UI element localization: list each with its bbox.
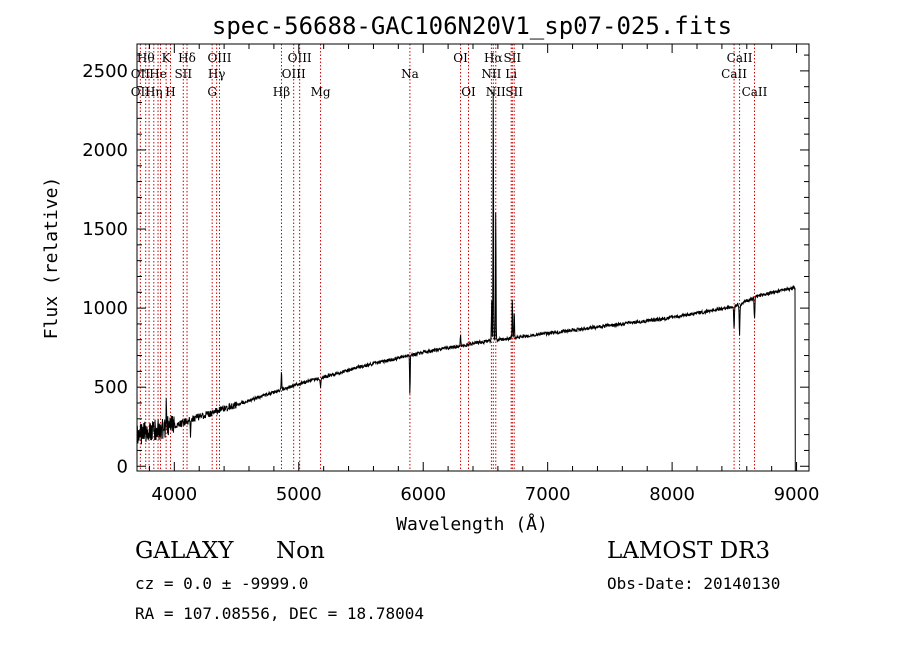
chart-title: spec-56688-GAC106N20V1_sp07-025.fits bbox=[212, 12, 732, 40]
line-marker-label: G bbox=[207, 85, 217, 99]
y-tick-label: 1000 bbox=[82, 298, 128, 319]
line-marker-label: Hα bbox=[484, 51, 503, 65]
line-marker-label: Hη bbox=[145, 85, 163, 99]
line-marker-label: OI bbox=[453, 51, 468, 65]
line-marker-label: OIII bbox=[282, 67, 306, 81]
x-tick-label: 5000 bbox=[276, 484, 322, 505]
line-marker-label: NII bbox=[481, 67, 501, 81]
y-tick-label: 2000 bbox=[82, 140, 128, 161]
x-axis-ticks: 4000 5000 6000 7000 8000 9000 bbox=[148, 44, 820, 505]
emission-line-labels: OII OII Hθ Hη He K H SII Hδ G Hγ OIII Hβ OIII OIII Mg Na… bbox=[131, 51, 768, 99]
survey-name: LAMOST DR3 bbox=[607, 538, 771, 564]
line-marker-label: OIII bbox=[207, 51, 231, 65]
line-marker-label: SII bbox=[505, 85, 523, 99]
line-marker-label: H bbox=[165, 85, 175, 99]
spectrum-trace bbox=[136, 91, 797, 472]
line-marker-label: CaII bbox=[721, 67, 747, 81]
line-marker-label: K bbox=[162, 51, 172, 65]
line-marker-label: Mg bbox=[311, 85, 331, 99]
x-axis-label: Wavelength (Å) bbox=[396, 513, 548, 535]
object-subclass: Non bbox=[276, 538, 325, 564]
line-marker-label: Hγ bbox=[208, 67, 226, 81]
line-marker-label: OII bbox=[131, 67, 151, 81]
redshift-cz: cz = 0.0 ± -9999.0 bbox=[135, 574, 309, 593]
x-tick-label: 4000 bbox=[151, 484, 197, 505]
line-marker-label: SII bbox=[503, 51, 521, 65]
y-tick-label: 2500 bbox=[82, 61, 128, 82]
obs-date: Obs-Date: 20140130 bbox=[607, 574, 781, 593]
y-tick-label: 0 bbox=[117, 456, 128, 477]
x-tick-label: 7000 bbox=[525, 484, 571, 505]
y-tick-label: 500 bbox=[94, 377, 128, 398]
line-marker-label: NII bbox=[486, 85, 506, 99]
line-marker-label: CaII bbox=[727, 51, 753, 65]
spectrum-layer bbox=[136, 91, 797, 472]
y-tick-label: 1500 bbox=[82, 219, 128, 240]
line-marker-label: Hθ bbox=[137, 51, 155, 65]
object-class: GALAXY bbox=[135, 538, 234, 564]
line-marker-label: Hδ bbox=[178, 51, 196, 65]
line-marker-label: He bbox=[149, 67, 167, 81]
line-marker-label: SII bbox=[174, 67, 192, 81]
line-marker-label: CaII bbox=[742, 85, 768, 99]
x-tick-label: 9000 bbox=[774, 484, 820, 505]
line-marker-label: Li bbox=[505, 67, 517, 81]
y-axis-label: Flux (relative) bbox=[41, 177, 62, 340]
ra-dec-coords: RA = 107.08556, DEC = 18.78004 bbox=[135, 604, 424, 623]
x-tick-label: 8000 bbox=[649, 484, 695, 505]
x-tick-label: 6000 bbox=[400, 484, 446, 505]
line-marker-label: Hβ bbox=[273, 85, 290, 99]
line-marker-label: Na bbox=[401, 67, 419, 81]
y-axis-ticks: 0 500 1000 1500 2000 2500 bbox=[82, 54, 809, 477]
line-marker-label: OIII bbox=[288, 51, 312, 65]
line-marker-label: OI bbox=[461, 85, 476, 99]
plot-frame bbox=[136, 43, 810, 472]
line-marker-label: OII bbox=[131, 85, 151, 99]
